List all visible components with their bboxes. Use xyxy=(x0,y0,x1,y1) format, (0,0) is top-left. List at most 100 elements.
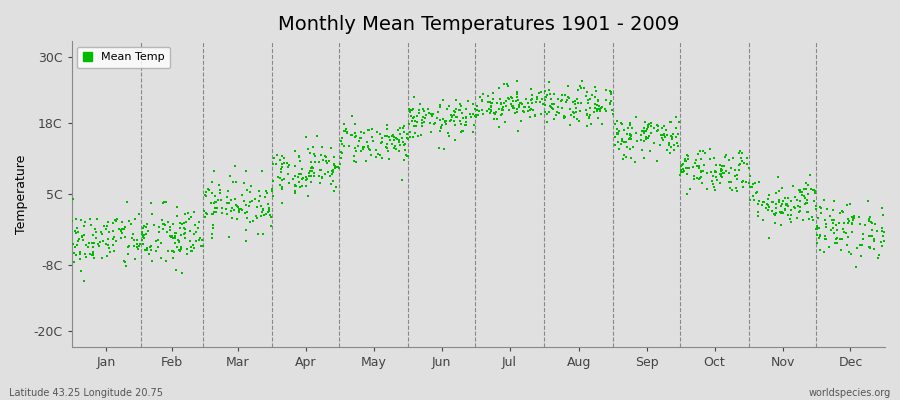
Point xyxy=(562,106,577,112)
Point xyxy=(301,192,315,199)
Point xyxy=(85,252,99,258)
Point xyxy=(149,248,164,254)
Point xyxy=(610,130,625,136)
Point xyxy=(408,118,422,124)
Point xyxy=(392,131,407,137)
Point xyxy=(240,215,255,221)
Point xyxy=(280,160,294,166)
Point xyxy=(431,145,446,152)
Point xyxy=(404,107,419,114)
Point xyxy=(193,219,207,225)
Point xyxy=(414,120,428,126)
Point xyxy=(532,89,546,96)
Point xyxy=(423,120,437,127)
Point xyxy=(215,205,230,212)
Point xyxy=(670,143,685,149)
Point xyxy=(282,162,296,168)
Point xyxy=(118,234,132,240)
Point xyxy=(401,106,416,112)
Point xyxy=(693,174,707,181)
Point xyxy=(582,112,597,118)
Point xyxy=(852,221,867,227)
Point xyxy=(824,216,839,223)
Point xyxy=(579,93,593,99)
Point xyxy=(212,182,226,188)
Point xyxy=(651,122,665,129)
Point xyxy=(155,216,169,223)
Point xyxy=(598,108,613,114)
Point xyxy=(353,135,367,141)
Point xyxy=(266,178,280,184)
Point xyxy=(338,128,353,134)
Point xyxy=(834,208,849,214)
Point xyxy=(140,245,154,251)
Point xyxy=(115,230,130,236)
Point xyxy=(656,136,670,143)
Point xyxy=(724,187,739,193)
Point xyxy=(454,121,469,127)
Point xyxy=(305,168,320,174)
Point xyxy=(670,125,684,131)
Point xyxy=(635,147,650,153)
Point xyxy=(362,127,376,134)
Point xyxy=(616,156,631,162)
Point xyxy=(868,236,882,242)
Point xyxy=(535,96,549,102)
Point xyxy=(876,233,890,239)
Point xyxy=(523,114,537,120)
Point xyxy=(438,118,453,124)
Point xyxy=(647,124,662,131)
Point xyxy=(141,251,156,258)
Point xyxy=(132,240,147,247)
Point xyxy=(205,179,220,186)
Point xyxy=(356,130,371,137)
Point xyxy=(728,184,742,191)
Point xyxy=(498,118,512,125)
Point xyxy=(480,108,494,114)
Point xyxy=(623,120,637,126)
Point xyxy=(495,106,509,112)
Point xyxy=(680,191,694,197)
Point xyxy=(447,118,462,124)
Point xyxy=(708,161,723,168)
Point xyxy=(791,202,806,209)
Point xyxy=(452,106,466,113)
Point xyxy=(571,87,585,93)
Point xyxy=(776,210,790,216)
Point xyxy=(862,232,877,239)
Point xyxy=(113,227,128,233)
Point xyxy=(230,204,245,210)
Point xyxy=(760,196,775,202)
Point xyxy=(856,231,870,237)
Point xyxy=(397,123,411,129)
Point xyxy=(636,130,651,136)
Point xyxy=(356,143,371,150)
Point xyxy=(338,128,352,134)
Point xyxy=(184,214,198,220)
Point xyxy=(834,247,849,253)
Point xyxy=(431,108,446,115)
Point xyxy=(426,111,440,117)
Point xyxy=(784,212,798,219)
Point xyxy=(708,169,723,176)
Point xyxy=(475,96,490,103)
Point xyxy=(508,110,522,116)
Point xyxy=(65,217,79,224)
Point xyxy=(411,107,426,113)
Point xyxy=(177,220,192,226)
Point xyxy=(659,126,673,133)
Point xyxy=(288,189,302,196)
Point xyxy=(195,243,210,249)
Point xyxy=(856,236,870,242)
Point xyxy=(121,244,135,250)
Point xyxy=(746,181,760,187)
Point xyxy=(380,145,394,151)
Point xyxy=(708,168,723,174)
Point xyxy=(470,107,484,114)
Point xyxy=(154,240,168,246)
Point xyxy=(757,199,771,205)
Point xyxy=(522,104,536,110)
Point xyxy=(467,122,482,128)
Point xyxy=(836,226,850,232)
Point xyxy=(428,120,442,126)
